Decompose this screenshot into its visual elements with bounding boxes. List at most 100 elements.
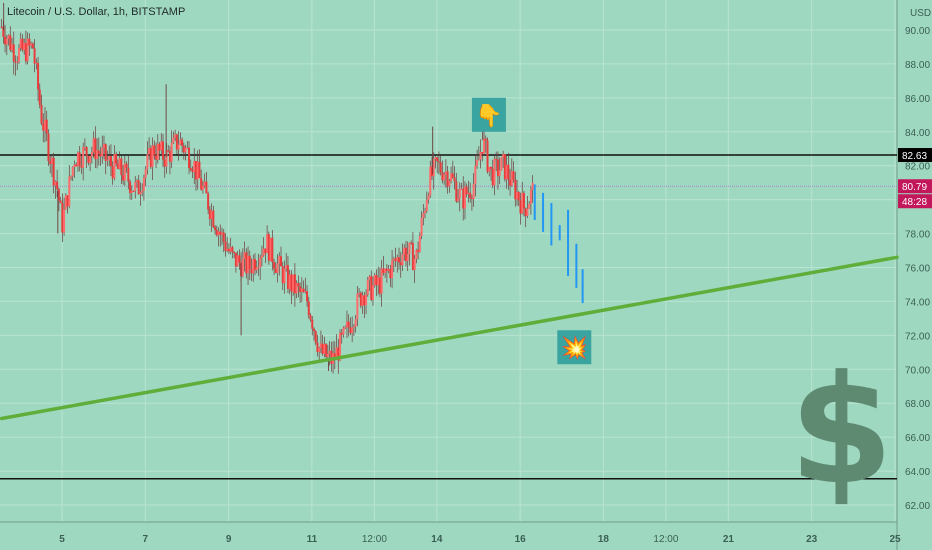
- currency-label: USD: [910, 8, 931, 19]
- candle: [146, 141, 149, 175]
- candle-body: [175, 134, 178, 150]
- candle: [163, 154, 166, 178]
- candle-body: [299, 286, 302, 292]
- candle: [503, 153, 506, 182]
- candle: [295, 280, 298, 299]
- candle-body: [417, 249, 420, 253]
- candle-body: [130, 190, 133, 193]
- candle: [396, 254, 399, 273]
- time-tick-label: 12:00: [653, 534, 678, 545]
- candle-body: [122, 175, 125, 181]
- candle: [99, 146, 102, 166]
- candle: [366, 276, 369, 297]
- candle: [96, 138, 99, 169]
- candle-body: [42, 123, 45, 131]
- candle: [184, 144, 187, 161]
- candle: [467, 180, 470, 203]
- candle-body: [162, 141, 165, 160]
- candle: [191, 166, 194, 179]
- candle-body: [318, 347, 321, 353]
- candle: [403, 244, 406, 261]
- candle-body: [351, 327, 354, 334]
- candle: [479, 139, 482, 169]
- candle-body: [273, 262, 276, 269]
- candle: [231, 245, 234, 259]
- candle: [17, 44, 20, 65]
- candle-body: [420, 217, 423, 237]
- candle: [212, 205, 215, 229]
- price-tick-label: 76.00: [905, 264, 930, 275]
- candle-body: [144, 169, 147, 178]
- candle-body: [516, 191, 519, 200]
- candle: [321, 334, 324, 356]
- badge-bg: [898, 148, 932, 163]
- candle-body: [236, 255, 239, 267]
- candle-body: [333, 353, 336, 360]
- candles: [0, 2, 534, 374]
- candle: [274, 261, 277, 274]
- badge-bg: [898, 179, 932, 194]
- candle-body: [498, 170, 501, 177]
- candle-body: [214, 227, 217, 230]
- candle-body: [401, 254, 404, 266]
- candle-body: [203, 181, 206, 186]
- candle: [458, 182, 461, 212]
- candle-body: [14, 61, 17, 63]
- candle: [266, 225, 269, 254]
- candle-body: [262, 248, 265, 256]
- candle-body: [368, 276, 371, 280]
- candle: [248, 250, 251, 281]
- candle: [14, 55, 17, 76]
- candle-body: [325, 344, 328, 357]
- candle-body: [339, 332, 342, 361]
- candle: [31, 42, 34, 49]
- candle-body: [210, 210, 213, 220]
- candle: [522, 190, 525, 217]
- candle: [106, 150, 109, 167]
- candle-body: [439, 162, 442, 173]
- candle: [378, 267, 381, 298]
- candle: [210, 203, 213, 232]
- candle-body: [188, 147, 191, 168]
- candle-body: [460, 188, 463, 190]
- candle: [516, 179, 519, 206]
- candle-body: [271, 237, 274, 263]
- candle-body: [45, 119, 48, 134]
- candle: [78, 145, 81, 172]
- countdown-badge: 48:28: [898, 194, 932, 209]
- candle-body: [365, 294, 368, 306]
- candle: [319, 330, 322, 354]
- time-tick-label: 7: [143, 534, 149, 545]
- candle-body: [286, 265, 289, 290]
- candle: [52, 152, 55, 194]
- candle: [19, 32, 22, 52]
- candle-body: [61, 203, 64, 233]
- explosion-icon: 💥: [557, 330, 592, 365]
- candle: [200, 169, 203, 191]
- candle-body: [227, 248, 230, 252]
- candle-body: [281, 266, 284, 284]
- candle: [151, 137, 154, 181]
- candle: [491, 159, 494, 189]
- candle: [127, 155, 130, 190]
- candle: [108, 145, 111, 167]
- candle: [111, 161, 114, 185]
- candle-body: [75, 164, 78, 167]
- candle-body: [9, 35, 12, 50]
- candle: [358, 288, 361, 298]
- candle: [370, 270, 373, 302]
- candle: [83, 138, 86, 151]
- candle: [122, 165, 125, 185]
- candle-body: [319, 343, 322, 348]
- candle: [399, 251, 402, 278]
- candle: [299, 282, 302, 303]
- candle: [26, 32, 29, 65]
- candle: [304, 277, 307, 294]
- candle: [54, 180, 57, 199]
- price-tick-label: 66.00: [905, 433, 930, 444]
- candle: [342, 326, 345, 338]
- candle: [391, 249, 394, 289]
- candle-body: [40, 104, 43, 124]
